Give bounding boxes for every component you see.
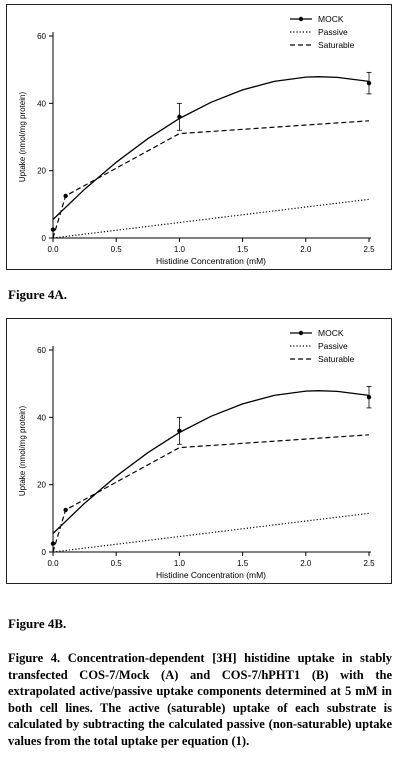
caption-text: Figure 4. Concentration-dependent [3H] h… xyxy=(8,651,392,748)
series-mock-point xyxy=(366,394,372,400)
x-tick-label: 1.5 xyxy=(237,559,249,568)
series-mock-point xyxy=(50,227,56,232)
x-tick-label: 2.0 xyxy=(300,245,312,254)
x-tick-label: 1.0 xyxy=(174,245,186,254)
y-tick-label: 0 xyxy=(42,548,47,557)
legend-label: MOCK xyxy=(318,328,344,338)
x-tick-label: 2.0 xyxy=(300,559,312,568)
x-tick-label: 0.5 xyxy=(111,245,123,254)
y-tick-label: 0 xyxy=(42,234,47,243)
figure-caption: Figure 4. Concentration-dependent [3H] h… xyxy=(8,650,392,749)
series-passive-line xyxy=(52,512,370,553)
y-tick-label: 20 xyxy=(37,481,46,490)
figure-label-b: Figure 4B. xyxy=(8,616,67,631)
legend-marker xyxy=(298,16,304,22)
series-mock-point xyxy=(177,114,182,120)
chart-panel-a: 0.0 0.5 1.0 1.5 2.0 2.5 0 20 40 60 Histidine Conce… xyxy=(6,4,392,270)
x-axis-label: Histidine Concentration (mM) xyxy=(156,256,266,266)
x-tick-label: 0.0 xyxy=(47,245,59,254)
series-mock-point xyxy=(50,541,56,546)
y-tick-label: 40 xyxy=(37,99,46,108)
series-mock-point xyxy=(177,428,182,433)
series-mock-fit-line xyxy=(52,390,370,534)
series-mock-point xyxy=(366,80,372,86)
legend-marker xyxy=(298,330,304,336)
series-mock-fit-line xyxy=(52,76,370,220)
y-axis-label: Uptake (nmol/mg protein) xyxy=(18,92,27,183)
y-axis-label: Uptake (nmol/mg protein) xyxy=(18,406,27,497)
x-tick-label: 1.5 xyxy=(237,245,249,254)
legend-label: Saturable xyxy=(318,354,355,364)
series-saturable-line xyxy=(52,120,370,239)
y-tick-label: 60 xyxy=(37,32,46,41)
legend-label: Saturable xyxy=(318,40,355,50)
chart-a: 0.0 0.5 1.0 1.5 2.0 2.5 0 20 40 60 Histidine Conce… xyxy=(18,14,375,266)
x-axis-label: Histidine Concentration (mM) xyxy=(156,570,266,580)
y-tick-label: 60 xyxy=(37,346,46,355)
series-passive-line xyxy=(52,198,370,239)
legend-label: Passive xyxy=(318,341,348,351)
series-saturable-line xyxy=(52,434,370,553)
y-tick-label: 40 xyxy=(37,413,46,422)
legend-label: MOCK xyxy=(318,14,344,24)
x-tick-label: 2.5 xyxy=(363,245,375,254)
legend-label: Passive xyxy=(318,27,348,37)
x-tick-label: 1.0 xyxy=(174,559,186,568)
figure-label-a: Figure 4A. xyxy=(8,287,67,302)
chart-b: 0.0 0.5 1.0 1.5 2.0 2.5 0 20 40 60 Histidine Conce… xyxy=(18,328,375,580)
x-tick-label: 0.0 xyxy=(47,559,59,568)
x-tick-label: 2.5 xyxy=(363,559,375,568)
y-tick-label: 20 xyxy=(37,167,46,176)
x-tick-label: 0.5 xyxy=(111,559,123,568)
chart-panel-b: 0.0 0.5 1.0 1.5 2.0 2.5 0 20 40 60 Histidine Conce… xyxy=(6,318,392,584)
